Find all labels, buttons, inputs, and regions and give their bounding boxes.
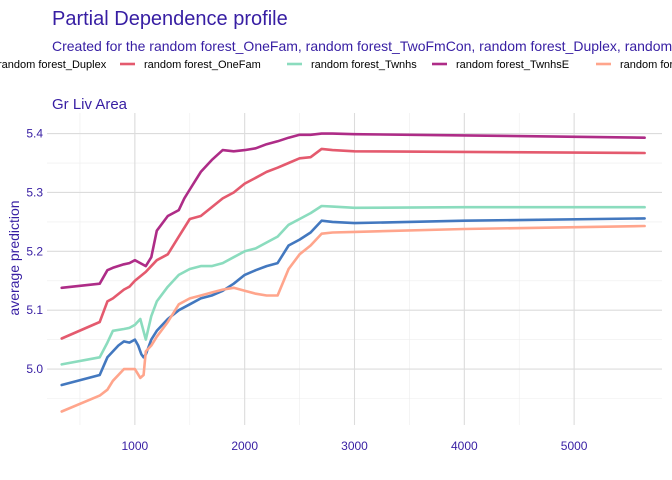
legend: random forest_Duplex random forest_OneFam… (0, 59, 672, 71)
legend-label: random forest_OneFam (144, 59, 261, 71)
x-tick-label: 1000 (122, 439, 149, 453)
x-axis-ticks: 1000 2000 3000 4000 5000 (122, 439, 588, 453)
chart-subtitle: Created for the random forest_OneFam, ra… (52, 38, 672, 54)
legend-label: random forest_Duplex (0, 59, 107, 71)
legend-label: random forest_Twnhs (311, 59, 417, 71)
y-tick-label: 5.0 (26, 362, 43, 376)
grid (47, 113, 662, 425)
series-line-random-forest_twofmcon (60, 224, 646, 413)
x-tick-label: 2000 (231, 439, 258, 453)
facet-label: Gr Liv Area (52, 96, 128, 113)
series-line-random-forest_twnhs (60, 204, 646, 366)
y-tick-label: 5.1 (26, 303, 43, 317)
y-tick-label: 5.4 (26, 127, 43, 141)
y-tick-label: 5.3 (26, 185, 43, 199)
series-layer (60, 132, 646, 413)
x-tick-label: 4000 (451, 439, 478, 453)
y-axis-title: average prediction (6, 200, 22, 315)
series-line-random-forest_twnhse (60, 132, 646, 290)
series-line-random-forest_duplex (60, 217, 646, 387)
x-tick-label: 3000 (341, 439, 368, 453)
series-line-random-forest_onefam (60, 147, 646, 340)
y-tick-label: 5.2 (26, 244, 43, 258)
chart-title: Partial Dependence profile (52, 8, 288, 30)
legend-label: random forest_TwnhsE (456, 59, 569, 71)
x-tick-label: 5000 (561, 439, 588, 453)
y-axis-ticks: 5.0 5.1 5.2 5.3 5.4 (26, 127, 43, 376)
legend-label: random forest_TwoFmCon (620, 59, 672, 71)
